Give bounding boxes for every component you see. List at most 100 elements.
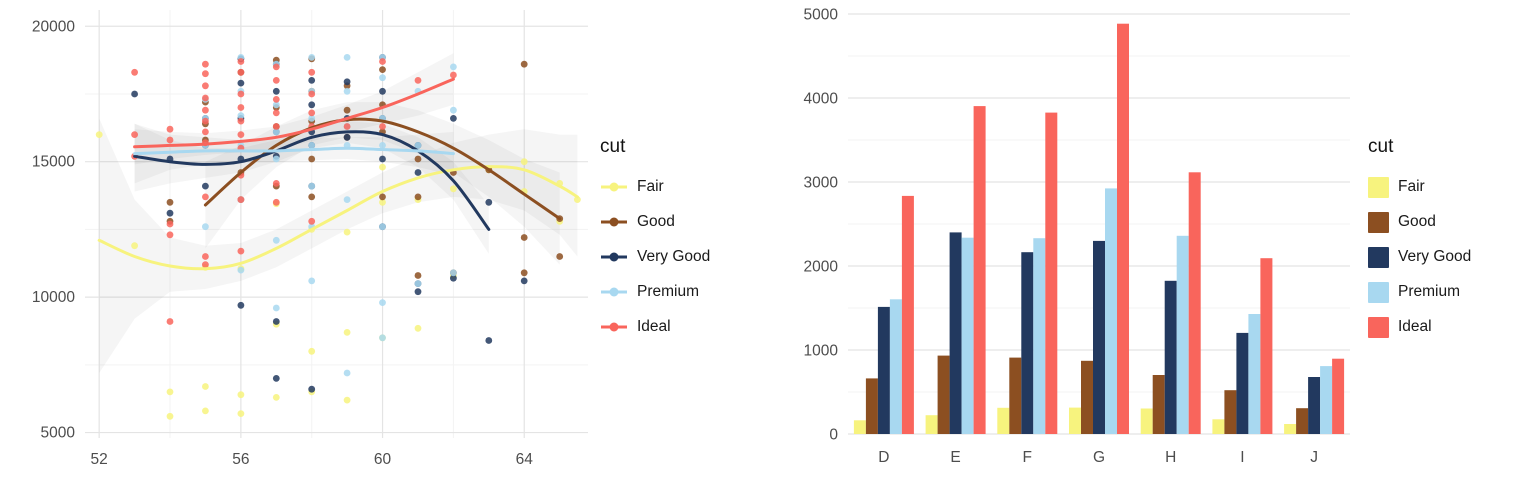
scatter-point — [166, 231, 174, 239]
legend-key-swatch-icon — [1368, 281, 1389, 303]
scatter-point — [343, 329, 351, 336]
bar — [1045, 112, 1058, 434]
bar — [1105, 188, 1117, 434]
scatter-point — [308, 142, 316, 149]
legend-key-line-dot-icon — [600, 248, 628, 266]
legend-key-swatch-icon — [1368, 316, 1389, 338]
legend-label: Good — [1398, 213, 1436, 230]
scatter-point — [272, 77, 280, 84]
legend-key-swatch-icon — [1368, 246, 1389, 268]
scatter-point — [272, 63, 280, 71]
scatter-point — [202, 182, 209, 190]
smooth-line-very-good — [133, 130, 491, 231]
scatter-point — [414, 288, 422, 296]
scatter-point — [379, 123, 386, 130]
scatter-point — [202, 383, 209, 390]
scatter-point — [272, 236, 280, 244]
bar — [865, 378, 878, 434]
scatter-point — [237, 391, 245, 399]
bar — [1009, 357, 1022, 434]
bar — [1033, 238, 1046, 434]
scatter-point — [450, 63, 457, 71]
scatter-point — [202, 261, 209, 268]
legend-item-good: Good — [600, 205, 675, 240]
bar — [889, 299, 902, 434]
x-tick-label: F — [1023, 449, 1032, 466]
scatter-point — [379, 334, 386, 342]
axis-labels: 0 1000 2000 3000 4000 5000 D E F G H I J — [804, 7, 1319, 467]
scatter-point — [272, 180, 280, 187]
scatter-point — [343, 396, 351, 404]
smooth-line-fair — [97, 165, 579, 271]
scatter-point — [343, 106, 351, 114]
scatter-point — [166, 388, 174, 396]
scatter-point — [202, 253, 209, 260]
y-tick-label: 2000 — [804, 259, 839, 276]
x-tick-label: 56 — [232, 451, 249, 468]
bars-fair — [853, 407, 1297, 434]
legend-item-ideal: Ideal — [1368, 310, 1432, 345]
bar — [949, 232, 962, 434]
scatter-point — [343, 123, 351, 130]
scatter-point — [272, 318, 280, 325]
scatter-point — [379, 223, 386, 231]
ribbon-fair — [99, 118, 578, 374]
bars-ideal — [901, 23, 1345, 435]
bar — [1308, 377, 1321, 434]
legend-label: Ideal — [637, 318, 671, 335]
scatter-point — [131, 68, 139, 76]
y-tick-label: 1000 — [804, 343, 839, 360]
legend-title: cut — [1368, 135, 1394, 157]
scatter-point — [308, 155, 316, 163]
scatter-point — [237, 90, 245, 98]
scatter-point — [343, 196, 351, 204]
scatter-point — [272, 198, 280, 206]
scatter-point — [379, 155, 386, 163]
scatter-point — [343, 78, 351, 86]
scatter-point — [237, 196, 245, 204]
y-tick-label: 5000 — [41, 425, 76, 442]
bar — [1332, 358, 1345, 434]
y-tick-label: 15000 — [32, 154, 75, 171]
legend-key-line-dot-icon — [600, 178, 628, 196]
scatter-point — [237, 112, 245, 119]
scatter-point — [166, 125, 174, 133]
scatter-point — [308, 68, 316, 76]
scatter-point — [272, 375, 280, 382]
scatter-point — [272, 123, 280, 130]
scatter-point — [308, 101, 316, 109]
scatter-point — [166, 318, 174, 325]
scatter-point — [202, 94, 209, 102]
bar — [1284, 424, 1297, 434]
ribbon-very-good — [134, 121, 489, 254]
x-tick-label: 52 — [91, 451, 108, 468]
scatter-point — [131, 242, 139, 250]
bar — [877, 306, 890, 434]
scatter-point — [237, 131, 245, 139]
bar — [1069, 407, 1081, 434]
scatter-point — [272, 96, 280, 103]
scatter-point — [237, 117, 245, 125]
scatter-point — [202, 193, 209, 201]
bar — [1021, 252, 1034, 434]
scatter-point — [379, 163, 386, 171]
scatter-point — [308, 385, 316, 393]
legend-title: cut — [600, 135, 626, 157]
x-tick-label: E — [950, 449, 960, 466]
bar — [973, 106, 986, 434]
bar — [1081, 360, 1093, 434]
scatter-point — [450, 115, 457, 122]
legend-key-line-dot-icon — [600, 318, 628, 336]
scatter-legend: cut Fair Good Very Good Premium Ideal — [600, 0, 768, 480]
legend-item-very-good: Very Good — [1368, 240, 1471, 275]
bar-legend: cut Fair Good Very Good Premium Ideal — [1368, 0, 1536, 480]
scatter-smooth-figure: 5000 10000 15000 20000 52 56 60 64 cut Fair Goo… — [32, 0, 768, 480]
y-tick-label: 5000 — [804, 7, 839, 24]
scatter-point — [308, 115, 316, 122]
scatter-point — [237, 68, 245, 76]
axis-labels: 5000 10000 15000 20000 52 56 60 64 — [32, 18, 533, 468]
bar — [961, 237, 974, 434]
scatter-point — [485, 337, 493, 344]
scatter-point — [237, 247, 245, 255]
scatter-point — [450, 185, 457, 193]
